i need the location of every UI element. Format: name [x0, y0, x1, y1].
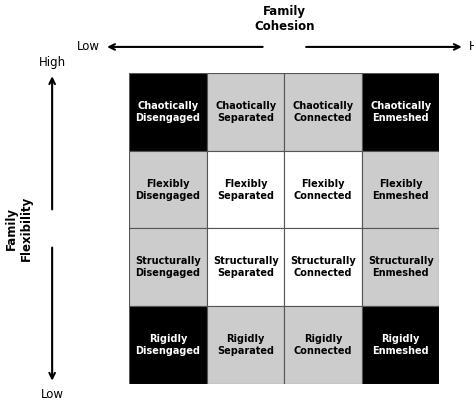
- Bar: [284, 151, 362, 228]
- Text: Family
Flexibility: Family Flexibility: [5, 196, 33, 261]
- Bar: [129, 228, 207, 306]
- Text: Flexibly
Disengaged: Flexibly Disengaged: [136, 179, 201, 200]
- Bar: [207, 73, 284, 151]
- Text: Structurally
Separated: Structurally Separated: [213, 257, 279, 278]
- Text: Rigidly
Disengaged: Rigidly Disengaged: [136, 334, 201, 355]
- Text: Chaotically
Enmeshed: Chaotically Enmeshed: [370, 102, 431, 123]
- Text: Flexibly
Enmeshed: Flexibly Enmeshed: [373, 179, 429, 200]
- Bar: [284, 228, 362, 306]
- Text: Rigidly
Separated: Rigidly Separated: [217, 334, 274, 355]
- Text: Structurally
Disengaged: Structurally Disengaged: [135, 257, 201, 278]
- Text: Flexibly
Separated: Flexibly Separated: [217, 179, 274, 200]
- Bar: [129, 306, 207, 384]
- Bar: [129, 151, 207, 228]
- Text: Chaotically
Disengaged: Chaotically Disengaged: [136, 102, 201, 123]
- Bar: [207, 306, 284, 384]
- Bar: [362, 228, 439, 306]
- Text: Low: Low: [41, 388, 64, 401]
- Bar: [207, 228, 284, 306]
- Text: High: High: [38, 56, 66, 69]
- Bar: [129, 73, 207, 151]
- Text: Rigidly
Connected: Rigidly Connected: [294, 334, 352, 355]
- Bar: [362, 151, 439, 228]
- Text: Structurally
Enmeshed: Structurally Enmeshed: [368, 257, 434, 278]
- Bar: [362, 306, 439, 384]
- Bar: [284, 73, 362, 151]
- Text: Low: Low: [76, 40, 100, 53]
- Text: Rigidly
Enmeshed: Rigidly Enmeshed: [373, 334, 429, 355]
- Text: Chaotically
Connected: Chaotically Connected: [292, 102, 354, 123]
- Text: Chaotically
Separated: Chaotically Separated: [215, 102, 276, 123]
- Bar: [284, 306, 362, 384]
- Bar: [207, 151, 284, 228]
- Text: Family
Cohesion: Family Cohesion: [254, 4, 315, 33]
- Text: Structurally
Connected: Structurally Connected: [290, 257, 356, 278]
- Text: Flexibly
Connected: Flexibly Connected: [294, 179, 352, 200]
- Text: High: High: [469, 40, 474, 53]
- Bar: [362, 73, 439, 151]
